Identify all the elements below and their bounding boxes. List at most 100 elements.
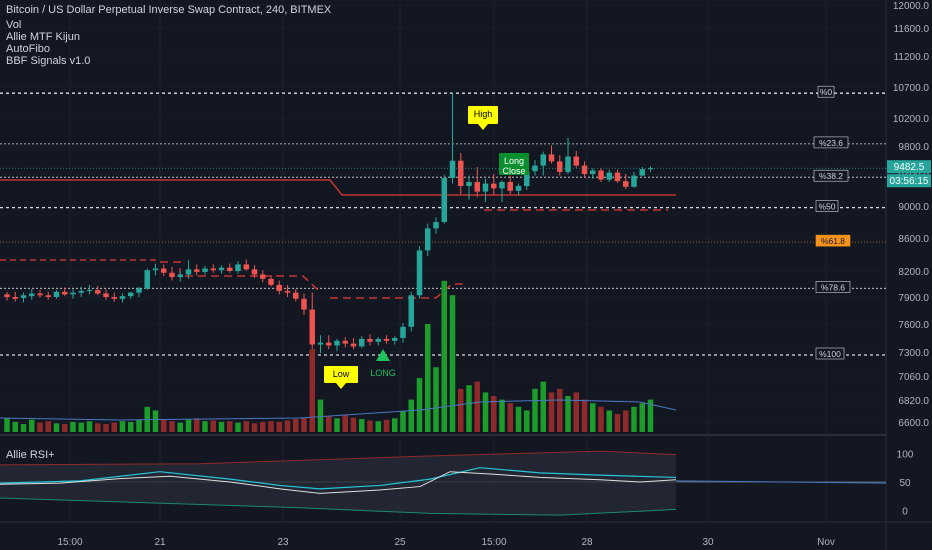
volume-bar (210, 420, 216, 432)
last-price-value: 9482.5 (894, 162, 925, 173)
volume-bar (557, 388, 563, 432)
candle-body (309, 309, 315, 345)
volume-bar (425, 324, 431, 432)
candle-body (62, 291, 68, 295)
candle-body (408, 295, 414, 327)
volume-bar (243, 421, 249, 432)
rsi-lower-band (0, 497, 677, 516)
candle-body (293, 292, 299, 299)
candle-body (367, 338, 373, 342)
time-tick-label: 15:00 (481, 537, 506, 548)
volume-bar (251, 423, 258, 432)
candle-body (499, 182, 505, 189)
volume-bar (408, 399, 414, 432)
volume-bar (301, 417, 307, 432)
price-tick-label: 11200.0 (894, 52, 930, 63)
candle-body (458, 160, 464, 186)
volume-bar (623, 410, 629, 432)
volume-bar (326, 416, 332, 432)
volume-bar (449, 295, 456, 432)
fib-label: %50 (818, 202, 835, 212)
countdown-value: 03:56:15 (890, 176, 929, 187)
volume-bar (177, 422, 183, 432)
candle-body (12, 297, 18, 299)
volume-bar (392, 418, 398, 432)
volume-bar (598, 406, 604, 432)
indicator-kijun[interactable]: Allie MTF Kijun (6, 31, 80, 43)
volume-bar (342, 414, 348, 432)
volume-bar (29, 419, 35, 432)
volume-bar (491, 396, 497, 432)
volume-bar (647, 399, 654, 432)
volume-bar (375, 421, 381, 432)
volume-bar (78, 422, 84, 432)
candle-body (185, 269, 192, 275)
fib-label: %23.6 (819, 138, 843, 148)
fib-label-box (815, 200, 839, 212)
volume-bar (136, 419, 142, 432)
candle-body (78, 290, 84, 293)
rsi-tick-label: 100 (897, 449, 914, 460)
candle-body (95, 290, 101, 294)
volume-bar (540, 381, 546, 432)
indicator-autofibo[interactable]: AutoFibo (6, 43, 51, 55)
indicator-vol[interactable]: Vol (6, 19, 22, 31)
fib-label-box (813, 169, 849, 182)
volume-bar (334, 418, 340, 432)
candle-body (606, 172, 612, 180)
volume-bar (185, 419, 192, 432)
volume-bar (416, 378, 423, 432)
candle-body (152, 268, 159, 271)
rsi-tick-label: 0 (902, 507, 908, 518)
candle-body (144, 270, 150, 289)
volume-bar (152, 410, 159, 432)
volume-bar (548, 392, 555, 432)
fib-label-box (813, 136, 849, 149)
rsi-panel-title[interactable]: Allie RSI+ (6, 449, 55, 461)
candle-body (581, 165, 588, 174)
rsi-upper-band (0, 450, 677, 466)
signal-long-close-text: Close (502, 166, 525, 176)
candle-body (86, 290, 93, 292)
symbol-title[interactable]: Bitcoin / US Dollar Perpetual Inverse Sw… (6, 4, 332, 16)
candle-body (111, 297, 117, 299)
candle-body (317, 342, 324, 345)
volume-bar (4, 418, 10, 432)
fib-label: %61.8 (821, 236, 845, 246)
time-tick-label: 15:00 (57, 537, 82, 548)
indicator-bbf-signals[interactable]: BBF Signals v1.0 (6, 55, 91, 67)
candle-body (623, 181, 629, 187)
candle-body (598, 170, 604, 180)
fib-label: %100 (819, 349, 841, 359)
candle-body (20, 295, 27, 298)
candle-body (639, 169, 645, 176)
candle-body (416, 250, 423, 296)
fib-label-box (815, 281, 851, 293)
volume-bar (400, 411, 406, 432)
price-tick-label: 9000.0 (898, 202, 929, 213)
fib-label: %78.6 (821, 282, 845, 292)
candle-body (260, 274, 266, 279)
candle-body (540, 154, 546, 166)
candle-body (210, 268, 216, 271)
candle-body (276, 284, 282, 291)
time-tick-label: Nov (817, 537, 835, 548)
candle-body (103, 293, 109, 297)
candle-body (4, 294, 10, 297)
candle-body (128, 292, 134, 297)
volume-bar (276, 421, 282, 432)
volume-bar (631, 406, 637, 432)
volume-bar (103, 424, 109, 432)
candle-body (383, 338, 390, 341)
kijun-dash-low (330, 283, 466, 299)
volume-bar (111, 422, 117, 432)
signal-low-box (324, 366, 358, 383)
candle-body (218, 267, 225, 271)
rsi-projection-line (675, 480, 887, 484)
candle-body (631, 175, 637, 187)
rsi-band-fill (0, 451, 676, 516)
candle-body (177, 274, 183, 278)
kijun-line-upper (0, 179, 676, 196)
volume-bar (317, 399, 324, 432)
